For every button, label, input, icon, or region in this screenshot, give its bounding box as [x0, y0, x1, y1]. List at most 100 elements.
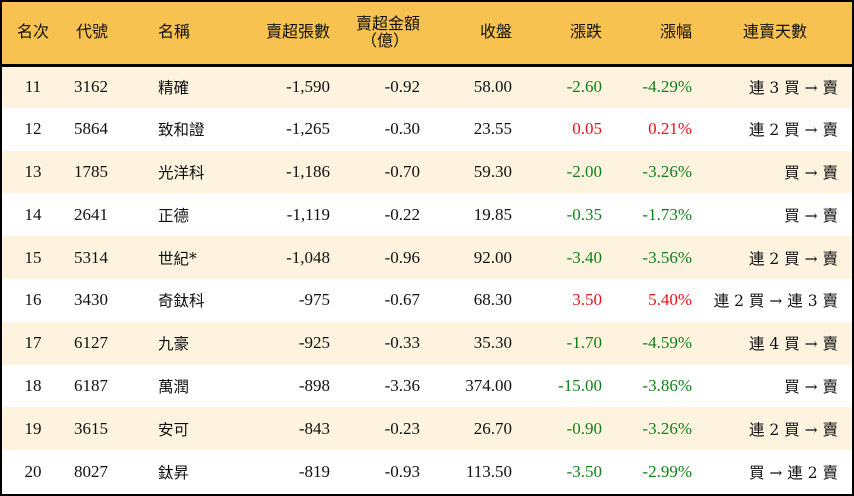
header-net-sell-amount: 賣超金額 （億） [330, 2, 420, 67]
header-net-sell-amount-label: 賣超金額 [355, 13, 420, 33]
cell-close: 113.50 [465, 461, 512, 481]
cell-close: 35.30 [473, 333, 512, 353]
cell-change-pct: -4.59% [642, 333, 692, 353]
cell-net-sell-amount: -0.93 [384, 461, 420, 481]
cell-code: 2641 [74, 204, 108, 224]
cell-code: 3430 [74, 290, 108, 310]
header-consecutive-days: 連賣天數 [692, 2, 852, 67]
cell-change-pct: 5.40% [648, 290, 692, 310]
cell-net-sell-amount: -0.23 [384, 418, 420, 438]
cell-code: 1785 [74, 161, 108, 181]
cell-change-pct: -3.86% [642, 375, 692, 395]
cell-consecutive-days: 買 → 連 2 賣 [748, 463, 838, 482]
cell-name: 精確 [158, 79, 190, 98]
cell-net-sell-amount: -0.22 [384, 204, 420, 224]
cell-net-sell-amount: -0.70 [384, 161, 420, 181]
cell-net-sell-amount: -0.92 [384, 77, 420, 97]
cell-change-pct: -3.56% [642, 247, 692, 267]
cell-change-pct: -1.73% [642, 204, 692, 224]
cell-rank: 14 [24, 204, 42, 224]
cell-name: 致和證 [158, 121, 205, 140]
table-row: 14 2641 正德 -1,119 -0.22 19.85 -0.35 -1.73% 買 → 賣 [2, 193, 852, 237]
cell-close: 19.85 [473, 204, 512, 224]
cell-code: 5864 [74, 119, 108, 139]
cell-net-sell-lots: -1,590 [286, 77, 330, 97]
cell-change: -1.70 [566, 333, 602, 353]
cell-close: 92.00 [473, 247, 512, 267]
cell-change: 3.50 [572, 290, 602, 310]
cell-rank: 13 [24, 161, 42, 181]
cell-rank: 11 [24, 77, 42, 97]
cell-consecutive-days: 買 → 賣 [784, 163, 838, 182]
cell-name: 安可 [158, 420, 190, 439]
cell-change: -2.60 [566, 77, 602, 97]
header-net-sell-lots: 賣超張數 [266, 2, 330, 67]
cell-net-sell-amount: -3.36 [384, 375, 420, 395]
cell-change: -0.35 [566, 204, 602, 224]
cell-net-sell-amount: -0.30 [384, 119, 420, 139]
header-change: 漲跌 [512, 2, 602, 67]
table-row: 20 8027 鈦昇 -819 -0.93 113.50 -3.50 -2.99% 買 → 連 … [2, 450, 852, 493]
cell-close: 23.55 [473, 119, 512, 139]
cell-code: 3162 [74, 77, 108, 97]
cell-rank: 12 [24, 119, 42, 139]
cell-net-sell-lots: -975 [298, 290, 330, 310]
cell-net-sell-lots: -898 [298, 375, 330, 395]
table-row: 17 6127 九豪 -925 -0.33 35.30 -1.70 -4.59% 連 4 買 →… [2, 321, 852, 365]
cell-code: 8027 [74, 461, 108, 481]
cell-net-sell-amount: -0.67 [384, 290, 420, 310]
header-rank: 名次 [2, 2, 64, 67]
cell-consecutive-days: 買 → 賣 [784, 377, 838, 396]
header-name: 名稱 [144, 2, 266, 67]
cell-name: 奇鈦科 [158, 292, 205, 311]
cell-consecutive-days: 連 2 買 → 賣 [748, 249, 838, 268]
cell-close: 68.30 [473, 290, 512, 310]
cell-name: 九豪 [158, 335, 190, 354]
cell-change-pct: -2.99% [642, 461, 692, 481]
cell-consecutive-days: 連 2 買 → 賣 [748, 420, 838, 439]
cell-code: 5314 [74, 247, 108, 267]
cell-change-pct: 0.21% [648, 119, 692, 139]
cell-change-pct: -3.26% [642, 161, 692, 181]
cell-net-sell-lots: -843 [298, 418, 330, 438]
cell-net-sell-amount: -0.96 [384, 247, 420, 267]
cell-net-sell-lots: -1,048 [286, 247, 330, 267]
cell-change: -2.00 [566, 161, 602, 181]
header-close: 收盤 [420, 2, 512, 67]
cell-code: 6127 [74, 333, 108, 353]
cell-rank: 17 [24, 333, 42, 353]
cell-net-sell-lots: -1,265 [286, 119, 330, 139]
cell-consecutive-days: 連 3 買 → 賣 [748, 79, 838, 98]
cell-consecutive-days: 買 → 賣 [784, 206, 838, 225]
header-net-sell-amount-unit: （億） [360, 30, 409, 50]
cell-change-pct: -4.29% [642, 77, 692, 97]
cell-rank: 16 [24, 290, 42, 310]
cell-rank: 18 [24, 375, 42, 395]
cell-rank: 15 [24, 247, 42, 267]
cell-name: 正德 [158, 206, 190, 225]
table-row: 15 5314 世紀* -1,048 -0.96 92.00 -3.40 -3.56% 連 2 … [2, 236, 852, 279]
cell-close: 374.00 [465, 375, 512, 395]
header-change-pct: 漲幅 [602, 2, 692, 67]
table-row: 11 3162 精確 -1,590 -0.92 58.00 -2.60 -4.29% 連 3 買… [2, 65, 852, 108]
cell-close: 26.70 [473, 418, 512, 438]
cell-change: -15.00 [558, 375, 602, 395]
table-row: 16 3430 奇鈦科 -975 -0.67 68.30 3.50 5.40% 連 2 買 → … [2, 278, 852, 322]
cell-rank: 19 [24, 418, 42, 438]
cell-close: 59.30 [473, 161, 512, 181]
cell-change: 0.05 [572, 119, 602, 139]
cell-change: -3.50 [566, 461, 602, 481]
cell-consecutive-days: 連 2 買 → 賣 [748, 121, 838, 140]
cell-name: 萬潤 [158, 377, 190, 396]
cell-name: 鈦昇 [158, 463, 190, 482]
cell-code: 6187 [74, 375, 108, 395]
cell-name: 世紀* [158, 249, 197, 268]
cell-change: -3.40 [566, 247, 602, 267]
header-code: 代號 [64, 2, 144, 67]
cell-name: 光洋科 [158, 163, 205, 182]
cell-rank: 20 [24, 461, 42, 481]
cell-close: 58.00 [473, 77, 512, 97]
cell-net-sell-lots: -925 [298, 333, 330, 353]
